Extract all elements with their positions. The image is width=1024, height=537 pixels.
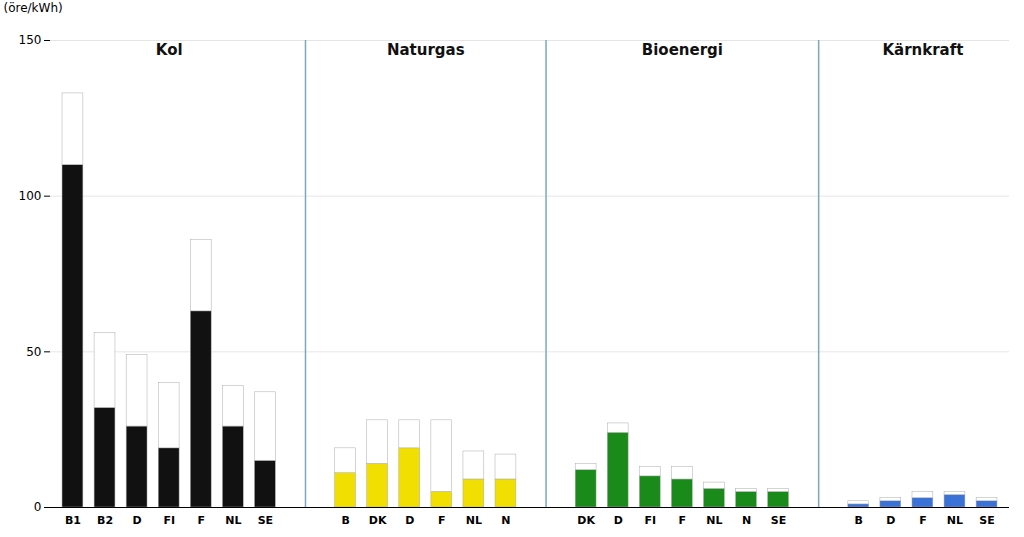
svg-text:150: 150 [19,33,42,47]
svg-text:B: B [341,514,349,527]
svg-text:B1: B1 [65,514,81,527]
svg-text:50: 50 [26,345,41,359]
svg-text:Bioenergi: Bioenergi [642,41,723,59]
svg-text:NL: NL [947,514,963,527]
svg-text:100: 100 [19,189,42,203]
svg-text:Kol: Kol [156,41,183,59]
svg-text:SE: SE [979,514,994,527]
svg-text:Naturgas: Naturgas [387,41,465,59]
svg-text:0: 0 [34,500,42,514]
svg-text:DK: DK [577,514,595,527]
svg-text:B: B [855,514,863,527]
svg-text:FI: FI [163,514,175,527]
svg-text:NL: NL [225,514,241,527]
svg-text:Kärnkraft: Kärnkraft [882,41,963,59]
svg-text:SE: SE [771,514,786,527]
svg-text:F: F [438,514,446,527]
svg-text:D: D [405,514,414,527]
svg-text:F: F [919,514,927,527]
svg-text:DK: DK [369,514,387,527]
svg-text:NL: NL [466,514,482,527]
svg-text:N: N [742,514,751,527]
svg-text:N: N [501,514,510,527]
svg-text:F: F [197,514,205,527]
svg-text:D: D [886,514,895,527]
svg-text:D: D [133,514,142,527]
svg-text:F: F [679,514,687,527]
svg-text:B2: B2 [97,514,113,527]
svg-text:NL: NL [706,514,722,527]
svg-text:(öre/kWh): (öre/kWh) [4,1,63,15]
svg-text:FI: FI [644,514,656,527]
svg-text:SE: SE [258,514,273,527]
svg-text:D: D [614,514,623,527]
